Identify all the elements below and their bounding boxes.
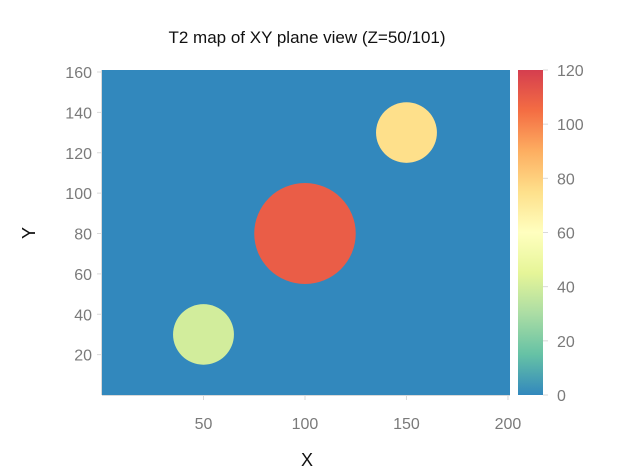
colorbar-bar: [518, 70, 543, 395]
colorbar-tick-label: 20: [557, 334, 575, 351]
x-tick-label: 150: [393, 416, 420, 433]
y-tick-label: 80: [74, 227, 92, 244]
chart-title: T2 map of XY plane view (Z=50/101): [168, 28, 445, 47]
y-tick-label: 40: [74, 307, 92, 324]
plot-area: [102, 70, 510, 395]
heatmap-circle-1: [173, 304, 234, 365]
colorbar-tick-label: 0: [557, 388, 566, 405]
colorbar: 0 20 40 60 80 100 120: [518, 63, 584, 405]
colorbar-tick-label: 80: [557, 171, 575, 188]
x-tick-label: 200: [495, 416, 522, 433]
colorbar-tick-label: 60: [557, 226, 575, 243]
circles-layer: [173, 102, 437, 365]
heatmap-circle-3: [376, 102, 437, 163]
x-axis: 50 100 150 200: [102, 395, 521, 433]
y-axis-label: Y: [19, 227, 39, 239]
colorbar-tick-label: 120: [557, 63, 584, 80]
colorbar-ticks: 0 20 40 60 80 100 120: [543, 63, 584, 405]
y-tick-label: 120: [65, 146, 92, 163]
colorbar-tick-label: 40: [557, 280, 575, 297]
colorbar-tick-label: 100: [557, 117, 584, 134]
x-tick-label: 100: [292, 416, 319, 433]
y-tick-label: 100: [65, 186, 92, 203]
y-tick-label: 60: [74, 267, 92, 284]
y-axis: 20 40 60 80 100 120 140 160: [65, 65, 102, 395]
x-axis-label: X: [301, 450, 313, 470]
y-tick-label: 160: [65, 65, 92, 82]
y-tick-label: 20: [74, 348, 92, 365]
heatmap-circle-2: [254, 183, 356, 284]
y-tick-label: 140: [65, 105, 92, 122]
x-tick-label: 50: [195, 416, 213, 433]
